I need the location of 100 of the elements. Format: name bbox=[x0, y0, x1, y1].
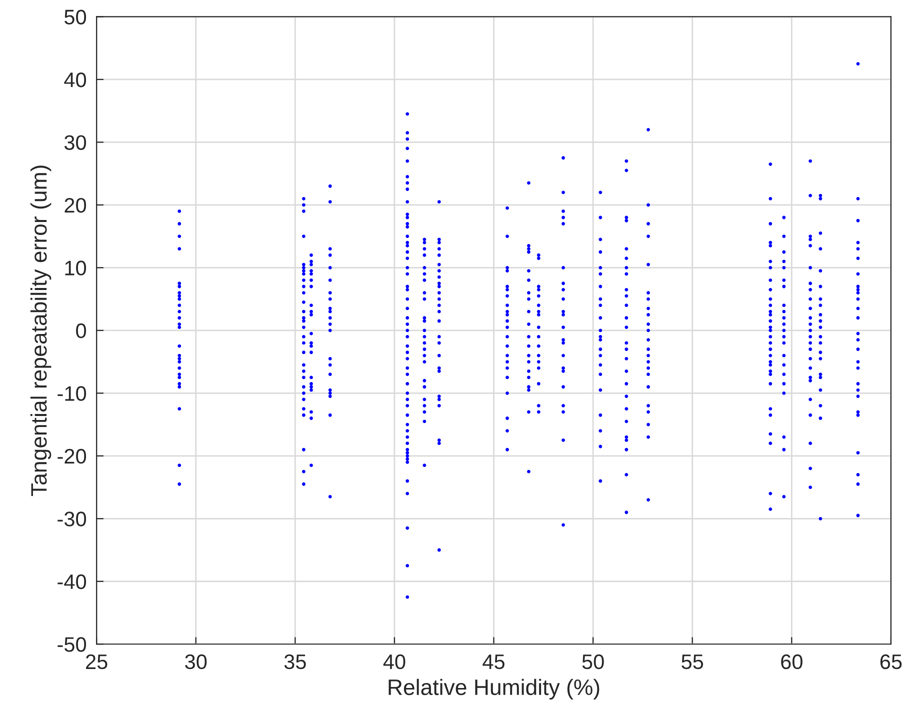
point bbox=[527, 376, 530, 380]
point bbox=[406, 112, 410, 116]
point bbox=[437, 240, 441, 244]
point bbox=[302, 284, 306, 288]
point bbox=[178, 291, 182, 294]
point bbox=[598, 413, 602, 417]
point bbox=[527, 470, 530, 474]
point bbox=[310, 344, 313, 348]
point bbox=[808, 322, 812, 326]
point bbox=[437, 297, 441, 301]
point bbox=[536, 253, 540, 257]
point bbox=[562, 310, 565, 314]
point bbox=[646, 372, 650, 376]
point bbox=[422, 334, 426, 338]
point bbox=[302, 350, 306, 354]
point bbox=[624, 448, 628, 452]
point bbox=[562, 190, 565, 194]
point bbox=[310, 385, 313, 389]
point bbox=[437, 370, 441, 373]
point bbox=[527, 181, 530, 185]
point bbox=[406, 372, 410, 376]
point bbox=[302, 391, 306, 395]
point bbox=[406, 297, 410, 301]
point bbox=[328, 278, 332, 282]
point bbox=[178, 294, 182, 298]
point bbox=[506, 360, 509, 364]
point bbox=[808, 486, 812, 489]
point bbox=[527, 297, 530, 301]
point bbox=[808, 194, 812, 198]
point bbox=[178, 316, 182, 320]
point bbox=[302, 196, 306, 200]
point bbox=[782, 304, 786, 308]
point bbox=[178, 366, 182, 370]
point bbox=[437, 442, 441, 446]
point bbox=[506, 269, 509, 273]
point bbox=[406, 350, 410, 354]
point bbox=[422, 291, 426, 294]
point bbox=[527, 247, 530, 251]
point bbox=[406, 175, 410, 178]
point bbox=[646, 354, 650, 358]
point bbox=[856, 394, 860, 398]
point bbox=[768, 222, 772, 226]
point bbox=[310, 278, 313, 282]
point bbox=[328, 184, 332, 188]
point bbox=[178, 284, 182, 288]
point bbox=[856, 338, 860, 342]
point bbox=[856, 218, 860, 222]
point bbox=[818, 196, 822, 200]
point bbox=[310, 284, 313, 288]
point bbox=[818, 404, 822, 408]
point bbox=[768, 297, 772, 301]
point bbox=[178, 356, 182, 360]
point bbox=[598, 272, 602, 276]
point bbox=[422, 420, 426, 424]
point bbox=[598, 304, 602, 308]
point bbox=[768, 326, 772, 329]
point bbox=[506, 448, 509, 452]
point bbox=[808, 348, 812, 351]
point bbox=[310, 350, 313, 354]
y-tick-label: 20 bbox=[64, 198, 86, 213]
point bbox=[406, 250, 410, 254]
point bbox=[624, 218, 628, 222]
point bbox=[422, 240, 426, 244]
point bbox=[808, 266, 812, 270]
point bbox=[624, 266, 628, 270]
point bbox=[562, 366, 565, 370]
y-axis-title: Tangential repeatability error (um) bbox=[30, 166, 52, 496]
point bbox=[646, 203, 650, 207]
point bbox=[302, 482, 306, 486]
point bbox=[178, 482, 182, 486]
point bbox=[536, 284, 540, 288]
point bbox=[646, 128, 650, 132]
point bbox=[506, 429, 509, 433]
point bbox=[808, 341, 812, 345]
y-tick-label: 40 bbox=[64, 72, 86, 88]
point bbox=[406, 479, 410, 483]
point bbox=[562, 338, 565, 342]
point bbox=[506, 304, 509, 308]
point bbox=[506, 313, 509, 316]
point bbox=[506, 391, 509, 395]
point bbox=[506, 366, 509, 370]
point bbox=[178, 282, 182, 286]
point bbox=[624, 356, 628, 360]
point bbox=[406, 382, 410, 386]
point bbox=[310, 269, 313, 273]
point bbox=[646, 313, 650, 316]
point bbox=[646, 291, 650, 294]
point bbox=[328, 266, 332, 270]
x-tick-label: 40 bbox=[383, 654, 406, 670]
point bbox=[328, 316, 332, 320]
point bbox=[422, 378, 426, 382]
point bbox=[527, 344, 530, 348]
point bbox=[302, 203, 306, 207]
point bbox=[406, 322, 410, 326]
point bbox=[562, 210, 565, 213]
point bbox=[437, 275, 441, 279]
point bbox=[527, 269, 530, 273]
point bbox=[808, 413, 812, 417]
point bbox=[624, 510, 628, 514]
point bbox=[818, 269, 822, 273]
